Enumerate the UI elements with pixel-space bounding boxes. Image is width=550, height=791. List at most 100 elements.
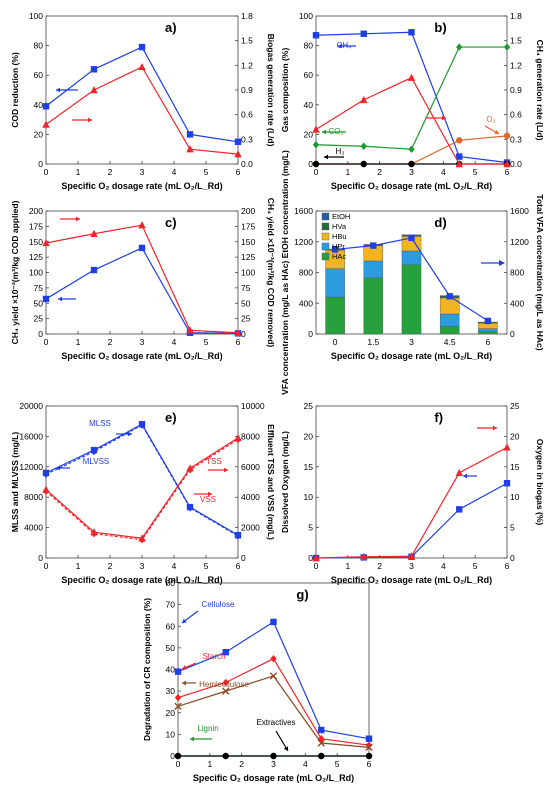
x-axis-label: Specific O₂ dosage rate (mL O₂/L_Rd) bbox=[331, 351, 492, 361]
x-axis-label: Specific O₂ dosage rate (mL O₂/L_Rd) bbox=[61, 351, 222, 361]
axis-arrow-head bbox=[128, 431, 132, 437]
y2-tick-label: 1.8 bbox=[510, 11, 522, 21]
y2-tick-label: 2000 bbox=[241, 523, 260, 533]
data-point bbox=[365, 743, 373, 752]
data-point bbox=[312, 160, 320, 168]
data-point bbox=[222, 649, 229, 656]
y-tick-label: 70 bbox=[166, 600, 176, 610]
y-tick-label: 20000 bbox=[19, 401, 43, 411]
bar-segment-HPr bbox=[478, 328, 498, 332]
chart-panel-f: 0 5 10 15 20 25 0 5 10 15 20 25 0 1 2 3 4 5 6 Specific O₂ d… bbox=[280, 401, 545, 585]
bar-segment-HPr bbox=[325, 268, 345, 298]
y-tick-label: 40 bbox=[34, 100, 44, 110]
y-tick-label: 20 bbox=[304, 129, 314, 139]
data-point bbox=[360, 160, 367, 168]
y-axis-label: MLSS and MLVSS (mg/L) bbox=[10, 432, 20, 533]
axis-arrow-head bbox=[493, 425, 497, 431]
axis-arrow-head bbox=[182, 665, 187, 670]
y-tick-label: 40 bbox=[166, 665, 176, 675]
panel-label: f) bbox=[434, 410, 443, 425]
x-tick-label: 0 bbox=[44, 167, 49, 177]
data-point bbox=[90, 66, 98, 73]
bar-segment-HPr bbox=[363, 260, 384, 279]
y2-tick-label: 10000 bbox=[241, 401, 265, 411]
bar-segment-HPr bbox=[439, 313, 460, 327]
y2-tick-label: 1.5 bbox=[510, 36, 522, 46]
y2-tick-label: 100 bbox=[241, 268, 255, 278]
axis-arrow-head bbox=[338, 43, 342, 49]
y2-tick-label: 0.6 bbox=[241, 110, 253, 120]
data-point bbox=[408, 234, 415, 242]
x-axis-label: Specific O₂ dosage rate (mL O₂/L_Rd) bbox=[193, 773, 354, 783]
legend-label: HAc bbox=[332, 252, 346, 261]
data-point bbox=[408, 145, 415, 153]
y-axis-label: VFA concentration (mg/L as HAc) EtOH con… bbox=[280, 150, 290, 395]
x-tick-label: 3 bbox=[140, 337, 145, 347]
y2-tick-label: 1600 bbox=[510, 206, 529, 216]
y-tick-label: 12000 bbox=[19, 462, 43, 472]
y2-axis-label: CH₄ yield ×10⁻³(m³/kg COD removed) bbox=[266, 198, 276, 348]
data-point bbox=[174, 668, 182, 675]
x-tick-label: 0 bbox=[314, 561, 319, 571]
series-label-mlvss: MLVSS bbox=[83, 457, 110, 466]
data-point bbox=[407, 552, 416, 560]
y2-tick-label: 1.8 bbox=[241, 11, 253, 21]
y2-tick-label: 6000 bbox=[241, 462, 260, 472]
x-tick-label: 5 bbox=[204, 337, 209, 347]
panel-label: g) bbox=[296, 587, 308, 602]
axis-arrow-head bbox=[324, 154, 328, 160]
x-tick-label: 2 bbox=[108, 337, 113, 347]
series-line bbox=[45, 46, 239, 143]
y2-tick-label: 125 bbox=[241, 252, 255, 262]
axis-arrow-head bbox=[190, 736, 194, 742]
y2-axis-label: Effluent TSS and VSS (mg/L) bbox=[266, 424, 276, 540]
plot-frame bbox=[315, 405, 508, 559]
data-point bbox=[456, 506, 463, 513]
axis-arrow-head bbox=[499, 260, 505, 266]
x-tick-label: 5 bbox=[204, 561, 209, 571]
axis-arrow-head bbox=[182, 618, 187, 623]
series-line bbox=[45, 66, 239, 155]
data-point bbox=[360, 142, 367, 150]
data-point bbox=[312, 554, 320, 562]
data-point bbox=[174, 752, 182, 760]
y-tick-label: 75 bbox=[34, 283, 44, 293]
y2-tick-label: 0.6 bbox=[510, 110, 522, 120]
data-point bbox=[138, 244, 146, 252]
chart-panel-b: 0 20 40 60 80 100 0.0 0.3 0.6 0.9 1.2 1.5 1.8 0 1 2 3 4 5 6… bbox=[280, 11, 545, 191]
series-line bbox=[45, 247, 239, 334]
y-axis-label: COD reduction (%) bbox=[10, 52, 20, 128]
legend-swatch bbox=[321, 222, 330, 231]
data-point bbox=[331, 246, 339, 253]
series-label-tss: TSS bbox=[206, 457, 222, 466]
y-tick-label: 175 bbox=[29, 221, 43, 231]
y-tick-label: 0 bbox=[308, 159, 313, 169]
x-tick-label: 6 bbox=[505, 167, 510, 177]
x-tick-label: 3 bbox=[409, 561, 414, 571]
panel-label: b) bbox=[434, 20, 446, 35]
y-tick-label: 15 bbox=[304, 462, 314, 472]
y-tick-label: 20 bbox=[34, 129, 44, 139]
data-point bbox=[234, 138, 242, 145]
data-point bbox=[138, 536, 146, 544]
data-point bbox=[174, 693, 182, 702]
y2-tick-label: 175 bbox=[241, 221, 255, 231]
legend-swatch bbox=[321, 232, 330, 241]
x-tick-label: 6 bbox=[236, 561, 241, 571]
x-tick-label: 6 bbox=[236, 337, 241, 347]
axis-arrow-head bbox=[322, 129, 326, 135]
x-tick-label: 5 bbox=[473, 561, 478, 571]
data-point bbox=[318, 735, 325, 743]
y-tick-label: 800 bbox=[299, 268, 313, 278]
x-tick-label: 2 bbox=[377, 561, 382, 571]
data-point bbox=[455, 468, 463, 477]
x-tick-label: 4 bbox=[441, 167, 446, 177]
data-point bbox=[360, 552, 368, 560]
y-tick-label: 400 bbox=[299, 298, 313, 308]
y-tick-label: 8000 bbox=[24, 492, 43, 502]
x-axis-label: Specific O₂ dosage rate (mL O₂/L_Rd) bbox=[331, 181, 492, 191]
y-tick-label: 60 bbox=[34, 70, 44, 80]
y-tick-label: 10 bbox=[304, 492, 314, 502]
y2-tick-label: 5 bbox=[510, 523, 515, 533]
y-tick-label: 80 bbox=[166, 578, 176, 588]
